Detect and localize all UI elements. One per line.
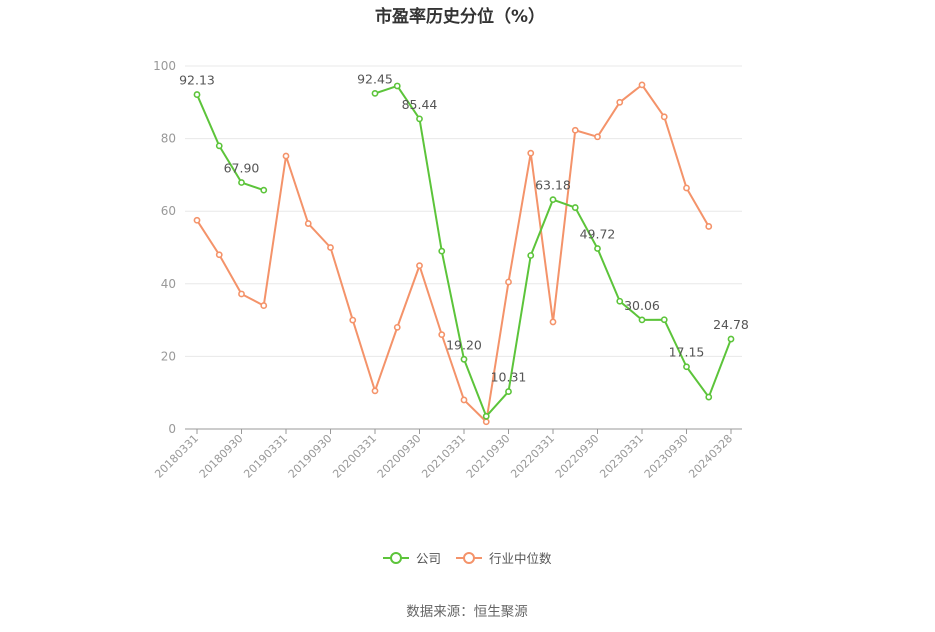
series-0-point[interactable] — [660, 316, 668, 324]
series-1-point[interactable] — [327, 244, 334, 251]
series-points — [193, 81, 735, 426]
y-axis: 0 20 40 60 80 100 — [153, 59, 176, 436]
x-tick-label: 20200930 — [375, 432, 424, 481]
legend-company-label: 公司 — [416, 551, 441, 566]
series-1-point[interactable] — [260, 302, 268, 309]
legend-industry-marker — [463, 552, 475, 564]
series-1-point[interactable] — [416, 262, 423, 270]
legend-item-industry-median[interactable]: 行业中位数 — [456, 551, 552, 566]
data-label: 92.13 — [179, 73, 215, 88]
series-line-1 — [196, 83, 710, 423]
x-tick-label: 20190331 — [241, 432, 290, 481]
series-0-point[interactable] — [527, 252, 535, 259]
source-note: 数据来源：恒生聚源 — [406, 604, 528, 620]
series-line-0 — [196, 84, 732, 418]
series-1-point[interactable] — [282, 152, 290, 160]
series-0-point[interactable] — [727, 335, 735, 343]
series-1-point[interactable] — [616, 98, 624, 106]
series-0-point[interactable] — [594, 245, 601, 252]
data-label: 63.18 — [535, 178, 571, 193]
series-0-point[interactable] — [638, 316, 646, 324]
y-tick-label: 80 — [161, 132, 176, 146]
data-labels: 92.13 67.90 92.45 85.44 19.20 10.31 63.18 49.72… — [179, 71, 749, 384]
y-tick-label: 60 — [161, 204, 176, 218]
series-0-point[interactable] — [616, 297, 624, 305]
x-tick-label: 20200331 — [330, 432, 379, 481]
series-0-point[interactable] — [482, 412, 490, 420]
series-lines — [196, 83, 732, 423]
legend-company-marker — [390, 552, 402, 564]
x-tick-label: 20180331 — [152, 432, 201, 481]
series-1-point[interactable] — [594, 133, 601, 141]
series-1-point[interactable] — [638, 81, 646, 89]
series-0-point[interactable] — [416, 115, 423, 123]
x-tick-label: 20220331 — [508, 432, 557, 481]
y-tick-label: 0 — [168, 422, 176, 436]
x-tick-label: 20220930 — [553, 432, 602, 481]
y-tick-label: 20 — [161, 349, 176, 363]
x-tick-label: 20180930 — [197, 432, 246, 481]
data-label: 24.78 — [713, 317, 749, 332]
series-0-point[interactable] — [193, 91, 201, 98]
series-0-point[interactable] — [505, 388, 512, 395]
series-1-point[interactable] — [438, 331, 446, 339]
x-tick-label: 20230930 — [642, 432, 691, 481]
series-1-point[interactable] — [349, 316, 357, 324]
data-label: 17.15 — [669, 345, 705, 360]
series-1-point[interactable] — [571, 126, 579, 134]
chart-title: 市盈率历史分位（%） — [375, 6, 545, 27]
series-1-point[interactable] — [527, 149, 535, 157]
series-1-point[interactable] — [371, 387, 379, 395]
series-1-point[interactable] — [505, 278, 512, 286]
series-0-point[interactable] — [571, 204, 579, 211]
series-1-point[interactable] — [304, 220, 312, 227]
series-1-point[interactable] — [193, 216, 201, 224]
series-0-point[interactable] — [371, 90, 379, 97]
x-tick-label: 20190930 — [286, 432, 335, 481]
y-tick-label: 100 — [153, 59, 176, 73]
data-label: 67.90 — [224, 161, 260, 176]
series-1-point[interactable] — [549, 318, 557, 326]
data-label: 49.72 — [580, 227, 616, 242]
series-0-point[interactable] — [683, 363, 690, 371]
legend-item-company[interactable]: 公司 — [383, 551, 441, 566]
series-0-point[interactable] — [393, 82, 401, 90]
x-tick-label: 20210930 — [464, 432, 513, 481]
series-0-point[interactable] — [238, 179, 245, 186]
legend-industry-label: 行业中位数 — [489, 551, 552, 566]
series-0-point[interactable] — [260, 186, 268, 194]
data-label: 19.20 — [446, 337, 482, 352]
series-1-point[interactable] — [238, 290, 245, 298]
series-1-point[interactable] — [460, 396, 468, 404]
series-0-point[interactable] — [549, 196, 557, 204]
series-0-point[interactable] — [460, 355, 468, 363]
series-1-point[interactable] — [660, 113, 668, 121]
series-0-point[interactable] — [705, 393, 713, 401]
x-axis: 2018033120180930201903312019093020200331… — [152, 428, 742, 481]
data-label: 10.31 — [491, 370, 527, 385]
x-tick-label: 20240328 — [686, 432, 735, 481]
series-0-point[interactable] — [438, 247, 446, 255]
series-1-point[interactable] — [683, 184, 690, 192]
data-label: 92.45 — [357, 71, 393, 86]
series-1-point[interactable] — [705, 223, 713, 230]
data-label: 85.44 — [402, 97, 438, 112]
x-tick-label: 20210331 — [419, 432, 468, 481]
data-label: 30.06 — [624, 298, 660, 313]
series-0-point[interactable] — [215, 142, 223, 150]
legend: 公司 行业中位数 — [383, 551, 552, 566]
y-tick-label: 40 — [161, 277, 176, 291]
x-tick-label: 20230331 — [597, 432, 646, 481]
series-1-point[interactable] — [482, 418, 490, 426]
series-1-point[interactable] — [393, 323, 401, 331]
series-1-point[interactable] — [215, 251, 223, 259]
